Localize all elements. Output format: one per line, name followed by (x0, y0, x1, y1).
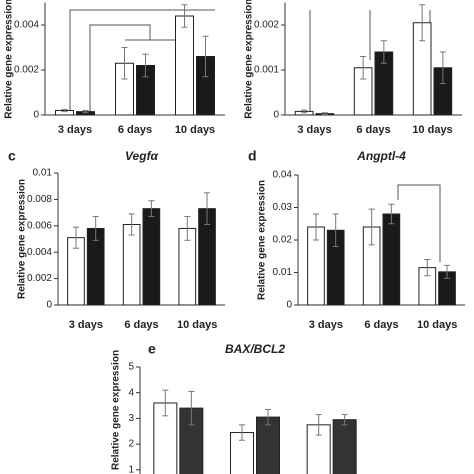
x-tick-label: 10 days (417, 319, 457, 331)
error-bar (419, 4, 426, 42)
error-bar (424, 259, 431, 277)
error-bar (202, 35, 209, 78)
error-bar (188, 390, 195, 426)
error-bar (301, 109, 308, 114)
y-tick-label: 0.001 (254, 65, 279, 76)
bracket (397, 184, 441, 262)
error-bar (92, 216, 99, 241)
y-tick-label: 2 (128, 439, 134, 450)
error-bar (368, 208, 375, 246)
error-bar (61, 108, 68, 113)
y-tick-label: 0.008 (27, 194, 52, 205)
y-tick-label: 0.002 (254, 20, 279, 31)
error-bar (439, 51, 446, 84)
y-tick-label: 0.01 (33, 168, 53, 179)
y-tick-label: 4 (128, 387, 134, 398)
x-tick-label: 3 days (309, 319, 343, 331)
y-tick-label: 3 (128, 413, 134, 424)
y-axis-label: Relative gene expression (17, 179, 28, 299)
y-axis-label: Relative gene expression (257, 180, 268, 300)
x-tick-label: 3 days (69, 319, 103, 331)
y-tick-label: 0 (33, 110, 39, 121)
chart-title: BAX/BCL2 (225, 342, 285, 356)
x-tick-label: 6 days (364, 319, 398, 331)
y-tick-label: 0 (46, 300, 52, 311)
panel-label: c (8, 148, 16, 164)
error-bar (148, 200, 155, 218)
panel-label: d (248, 148, 257, 164)
x-tick-label: 3 days (58, 124, 92, 136)
y-tick-label: 0.02 (273, 235, 293, 246)
bracket (69, 9, 215, 112)
y-tick-label: 1 (128, 464, 134, 474)
y-tick-label: 0 (286, 300, 292, 311)
x-tick-label: 6 days (124, 319, 158, 331)
error-bar (142, 53, 149, 78)
error-bar (360, 56, 367, 80)
x-tick-label: 10 days (177, 319, 217, 331)
error-bar (82, 110, 89, 114)
y-tick-label: 0.002 (27, 273, 52, 284)
bracket (89, 24, 151, 112)
y-tick-label: 0.002 (14, 65, 39, 76)
error-bar (128, 213, 135, 236)
y-axis-label: Relative gene expression (244, 0, 255, 119)
error-bar (162, 389, 169, 417)
x-tick-label: 10 days (412, 124, 452, 136)
y-tick-label: 0.004 (27, 247, 52, 258)
y-axis-label: Relative gene expression (111, 350, 122, 470)
error-bar (181, 4, 188, 28)
error-bar (321, 112, 328, 116)
error-bar (388, 203, 395, 225)
error-bar (380, 40, 387, 64)
x-tick-label: 10 days (175, 124, 215, 136)
y-tick-label: 0.03 (273, 202, 293, 213)
y-tick-label: 0.006 (27, 220, 52, 231)
chart-title: Vegfα (125, 149, 159, 163)
y-tick-label: 5 (128, 362, 134, 373)
x-tick-label: 3 days (297, 124, 331, 136)
panel-label: e (148, 341, 156, 357)
chart-title: Angptl-4 (356, 149, 406, 163)
bar (332, 419, 357, 474)
bar (382, 213, 401, 306)
error-bar (312, 213, 319, 241)
y-axis-label: Relative gene expression (4, 0, 15, 119)
bar (256, 416, 280, 474)
error-bar (265, 408, 271, 426)
y-tick-label: 0.04 (273, 170, 293, 181)
error-bar (315, 414, 322, 436)
error-bar (444, 264, 451, 279)
error-bar (239, 424, 245, 441)
error-bar (204, 192, 211, 225)
x-tick-label: 6 days (118, 124, 152, 136)
y-tick-label: 0 (273, 110, 279, 121)
bar (175, 15, 194, 116)
error-bar (72, 226, 79, 249)
x-tick-label: 6 days (356, 124, 390, 136)
error-bar (341, 414, 348, 426)
y-tick-label: 0.01 (273, 267, 293, 278)
y-tick-label: 0.004 (14, 20, 39, 31)
error-bar (121, 47, 128, 80)
bar (122, 223, 141, 306)
error-bar (184, 216, 191, 241)
error-bar (332, 213, 339, 247)
bar (142, 208, 161, 306)
